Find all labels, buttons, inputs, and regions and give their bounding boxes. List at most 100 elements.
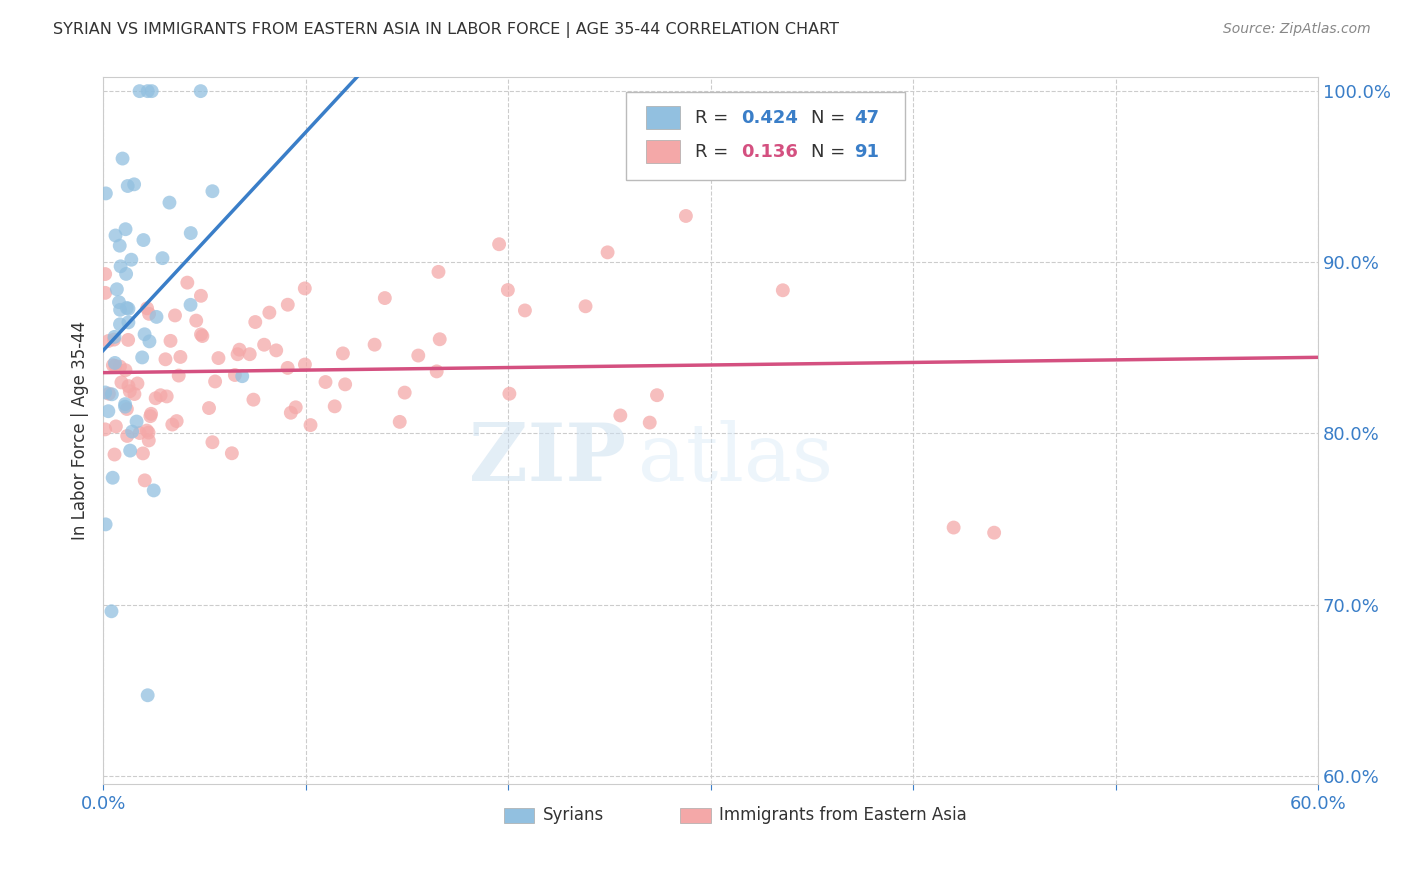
Point — [675, 209, 697, 223]
Point — [101, 471, 124, 485]
Point — [406, 349, 429, 363]
Point — [114, 222, 136, 236]
Point — [136, 301, 159, 316]
Point — [426, 364, 449, 378]
Point — [117, 333, 139, 347]
Point — [136, 84, 159, 98]
Point — [496, 283, 519, 297]
Text: Source: ZipAtlas.com: Source: ZipAtlas.com — [1223, 22, 1371, 37]
Text: SYRIAN VS IMMIGRANTS FROM EASTERN ASIA IN LABOR FORCE | AGE 35-44 CORRELATION CH: SYRIAN VS IMMIGRANTS FROM EASTERN ASIA I… — [53, 22, 839, 38]
Point — [94, 517, 117, 532]
Point — [162, 417, 184, 432]
Point — [104, 356, 127, 370]
Point — [596, 245, 619, 260]
Point — [983, 525, 1005, 540]
Point — [134, 327, 156, 342]
Point — [245, 315, 267, 329]
Point — [108, 302, 131, 317]
Text: ZIP: ZIP — [468, 420, 626, 498]
Point — [104, 419, 127, 434]
Point — [139, 409, 162, 424]
Point — [117, 379, 139, 393]
Text: 47: 47 — [853, 109, 879, 127]
Text: 0.136: 0.136 — [741, 143, 797, 161]
Point — [180, 298, 202, 312]
Point — [190, 289, 212, 303]
Point — [363, 337, 385, 351]
FancyBboxPatch shape — [626, 92, 905, 180]
Point — [138, 334, 160, 349]
Point — [942, 520, 965, 534]
Point — [159, 195, 181, 210]
Point — [224, 368, 246, 382]
Point — [201, 435, 224, 450]
Point — [115, 267, 138, 281]
Point — [138, 434, 160, 448]
FancyBboxPatch shape — [505, 807, 534, 823]
Point — [772, 283, 794, 297]
Point — [104, 228, 127, 243]
Point — [226, 347, 249, 361]
Point — [253, 337, 276, 351]
Point — [277, 298, 299, 312]
Point — [299, 418, 322, 433]
Point — [231, 369, 253, 384]
Point — [136, 688, 159, 702]
Point — [277, 360, 299, 375]
Point — [110, 376, 132, 390]
Text: Immigrants from Eastern Asia: Immigrants from Eastern Asia — [718, 806, 967, 824]
Point — [198, 401, 221, 415]
Point — [176, 276, 198, 290]
Point — [190, 327, 212, 342]
Point — [111, 152, 134, 166]
Point — [156, 389, 179, 403]
Point — [138, 307, 160, 321]
Point — [138, 425, 160, 440]
Y-axis label: In Labor Force | Age 35-44: In Labor Force | Age 35-44 — [72, 321, 89, 541]
Point — [101, 358, 124, 372]
Text: R =: R = — [695, 143, 734, 161]
Point — [94, 285, 117, 300]
Point — [103, 333, 125, 347]
Point — [101, 387, 124, 401]
Point — [315, 375, 337, 389]
Point — [169, 350, 191, 364]
Point — [167, 368, 190, 383]
Point — [163, 309, 186, 323]
Text: N =: N = — [811, 109, 852, 127]
Point — [427, 265, 450, 279]
Text: atlas: atlas — [638, 420, 832, 498]
Point — [97, 334, 120, 348]
Point — [104, 359, 127, 373]
Point — [97, 404, 120, 418]
Point — [323, 400, 346, 414]
Text: 91: 91 — [853, 143, 879, 161]
Point — [332, 346, 354, 360]
Point — [110, 260, 132, 274]
Point — [114, 363, 136, 377]
FancyBboxPatch shape — [647, 106, 681, 129]
Point — [388, 415, 411, 429]
Point — [128, 84, 150, 98]
Point — [155, 352, 177, 367]
Point — [120, 443, 142, 458]
Point — [284, 401, 307, 415]
Point — [221, 446, 243, 460]
Point — [201, 184, 224, 198]
Point — [115, 402, 138, 417]
Point — [97, 386, 120, 401]
Point — [141, 84, 163, 98]
FancyBboxPatch shape — [647, 140, 681, 163]
Point — [131, 351, 153, 365]
Point — [264, 343, 287, 358]
Point — [191, 329, 214, 343]
Point — [294, 281, 316, 295]
Point — [242, 392, 264, 407]
Point — [429, 332, 451, 346]
Point — [186, 313, 208, 327]
Point — [190, 84, 212, 98]
Point — [609, 409, 631, 423]
Point — [207, 351, 229, 365]
Point — [139, 407, 162, 421]
Point — [259, 305, 281, 319]
